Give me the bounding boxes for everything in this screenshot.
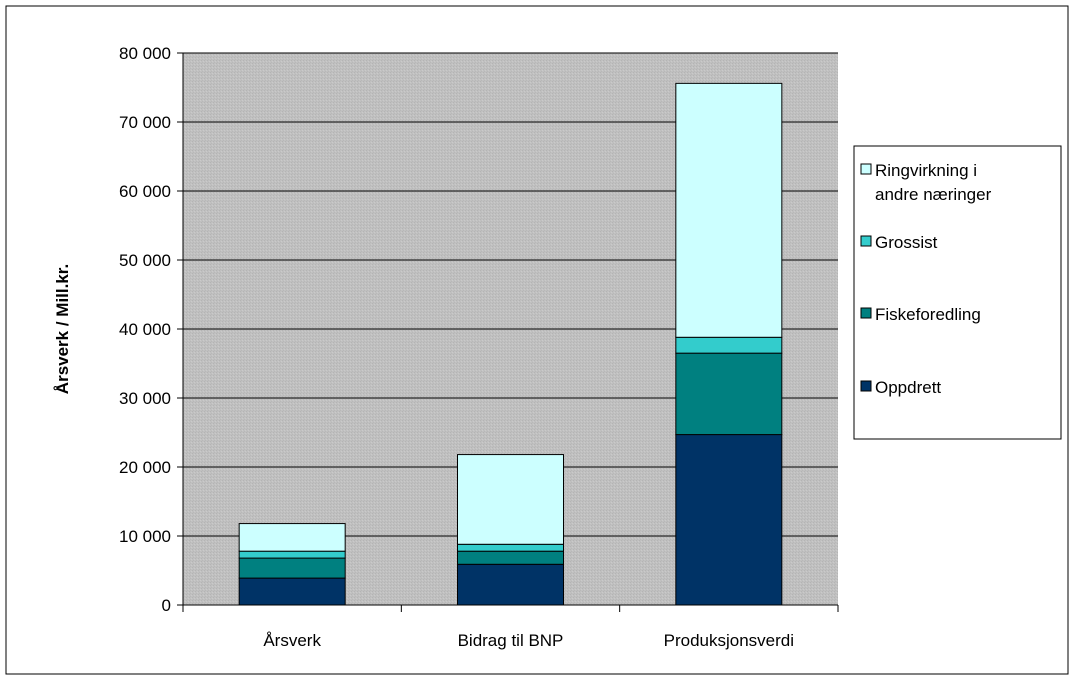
y-tick-label: 30 000: [119, 389, 171, 408]
bar-segment: [457, 550, 564, 565]
bar-segment: [675, 434, 783, 606]
legend-label: Fiskeforedling: [875, 305, 981, 324]
bars: [238, 82, 783, 606]
bar-segment: [457, 563, 564, 606]
y-tick-label: 10 000: [119, 527, 171, 546]
y-tick-label: 0: [162, 596, 171, 615]
x-tick-label: Bidrag til BNP: [458, 631, 564, 650]
y-tick-label: 80 000: [119, 44, 171, 63]
bar-segment: [457, 543, 564, 552]
y-tick-label: 40 000: [119, 320, 171, 339]
bar-segment: [238, 577, 346, 606]
legend-swatch: [860, 235, 872, 247]
x-tick-label: Produksjonsverdi: [664, 631, 794, 650]
bar-segment: [238, 523, 346, 552]
x-tick-labels: Årsverk Bidrag til BNP Produksjonsverdi: [263, 631, 794, 650]
legend-swatch: [860, 380, 872, 392]
y-tick-labels: 0 10 000 20 000 30 000 40 000 50 000 60 000 70 …: [119, 44, 171, 615]
legend-label: Oppdrett: [875, 378, 941, 397]
y-tick-label: 70 000: [119, 113, 171, 132]
bar-segment: [457, 454, 564, 545]
bar-segment: [675, 336, 783, 354]
legend-swatch: [860, 307, 872, 319]
bar-segment: [238, 550, 346, 559]
y-tick-label: 50 000: [119, 251, 171, 270]
legend-label: Grossist: [875, 233, 938, 252]
legend-label: Ringvirkning i andre næringer: [875, 161, 992, 204]
legend: Ringvirkning i andre næringer Grossist Fisk…: [853, 145, 1062, 440]
legend-box: [853, 145, 1062, 440]
y-tick-label: 20 000: [119, 458, 171, 477]
axes: [177, 52, 839, 612]
y-axis-label: Årsverk / Mill.kr.: [53, 264, 72, 394]
legend-swatch: [860, 163, 872, 175]
bar-segment: [238, 557, 346, 579]
x-tick-label: Årsverk: [263, 631, 321, 650]
bar-segment: [675, 82, 783, 338]
bar-segment: [675, 352, 783, 436]
y-tick-label: 60 000: [119, 182, 171, 201]
